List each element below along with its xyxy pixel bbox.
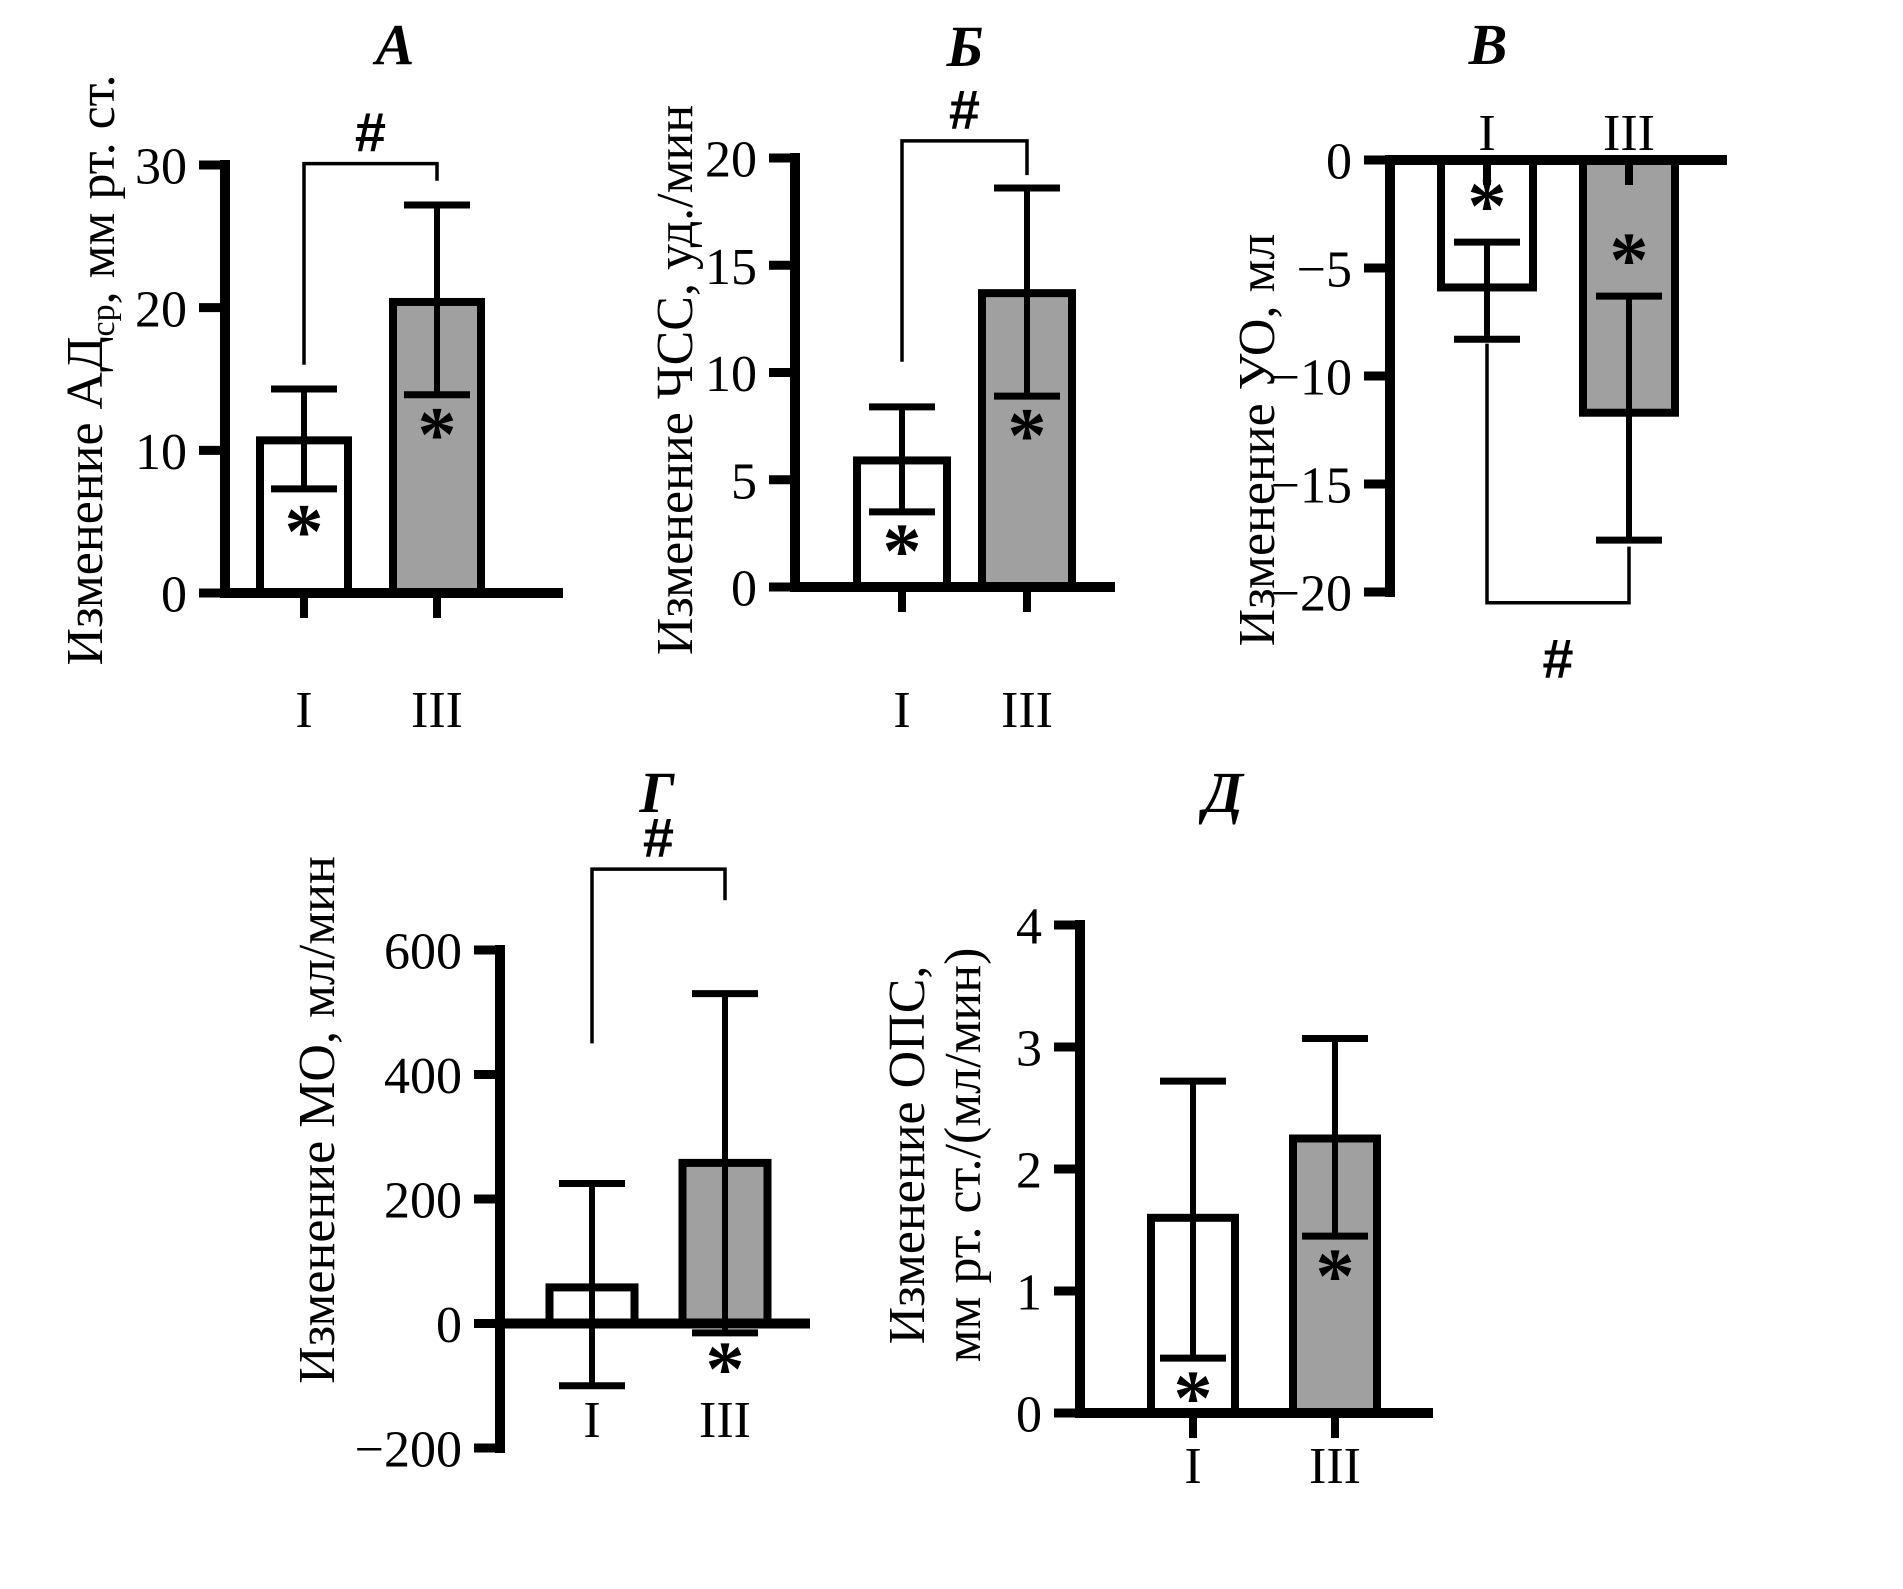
y-axis-tick-label: 10 — [705, 346, 757, 403]
category-label-III: III — [411, 682, 463, 739]
star-significance-marker: * — [418, 391, 457, 478]
y-axis-tick-label: 10 — [135, 424, 187, 481]
y-axis-tick-label: 4 — [1016, 899, 1042, 956]
hash-significance-marker: # — [949, 78, 980, 141]
y-axis-tick-label: 5 — [731, 453, 757, 510]
category-label-I: I — [583, 1392, 600, 1449]
y-axis-tick-label: 200 — [384, 1173, 462, 1230]
y-axis-tick-label: 20 — [135, 281, 187, 338]
category-label-I: I — [1184, 1438, 1201, 1495]
star-significance-marker: * — [1008, 391, 1047, 478]
y-axis-tick-label: 30 — [135, 139, 187, 196]
y-axis-tick-label: 3 — [1016, 1021, 1042, 1078]
y-axis-tick-label: −15 — [1271, 458, 1352, 515]
category-label-I: I — [893, 682, 910, 739]
panel-title: Б — [946, 14, 984, 79]
y-axis-label: Изменение МО, мл/мин — [289, 856, 346, 1384]
category-label-III: III — [1603, 105, 1655, 162]
star-significance-marker: * — [706, 1325, 745, 1412]
y-axis-tick-label: −20 — [1271, 566, 1352, 623]
category-label-III: III — [1001, 682, 1053, 739]
y-axis-tick-label: 600 — [384, 924, 462, 981]
comparison-bracket — [900, 139, 1029, 362]
y-axis-tick-label: 0 — [1016, 1387, 1042, 1444]
star-significance-marker: * — [1174, 1354, 1213, 1441]
star-significance-marker: * — [883, 507, 922, 594]
panel-title: Г — [638, 760, 675, 825]
y-axis-tick-label: 1 — [1016, 1265, 1042, 1322]
y-axis-label: Изменение АДср, мм рт. ст. — [57, 75, 126, 666]
panel-title: А — [373, 12, 415, 77]
category-label-I: I — [1478, 105, 1495, 162]
y-axis-tick-label: 20 — [705, 132, 757, 189]
category-label-I: I — [295, 682, 312, 739]
y-axis-tick-label: 0 — [161, 567, 187, 624]
y-axis-tick-label: −5 — [1297, 242, 1352, 299]
y-axis-tick-label: 15 — [705, 239, 757, 296]
hash-significance-marker: # — [1542, 627, 1573, 690]
y-axis-tick-label: 0 — [731, 561, 757, 618]
category-label-III: III — [699, 1392, 751, 1449]
y-axis-tick-label: 0 — [436, 1297, 462, 1354]
y-axis-tick-label: −10 — [1271, 350, 1352, 407]
y-axis-label: Изменение ЧСС, уд./мин — [647, 105, 704, 655]
y-axis-tick-label: 2 — [1016, 1143, 1042, 1200]
panel-title: Д — [1198, 760, 1245, 825]
y-axis-label: Изменение УО, мл — [1230, 234, 1286, 647]
comparison-bracket — [590, 867, 727, 1044]
comparison-bracket — [1485, 343, 1631, 605]
y-axis-tick-label: −200 — [355, 1422, 462, 1479]
comparison-bracket — [302, 161, 439, 365]
hash-significance-marker: # — [643, 806, 674, 869]
y-axis-tick-label: 400 — [384, 1048, 462, 1105]
y-axis-label: Изменение ОПС, — [880, 966, 936, 1345]
star-significance-marker: * — [1468, 162, 1507, 249]
panel-title: В — [1468, 12, 1508, 77]
star-significance-marker: * — [1610, 216, 1649, 303]
star-significance-marker: * — [285, 488, 324, 575]
category-label-III: III — [1309, 1438, 1361, 1495]
star-significance-marker: * — [1316, 1232, 1355, 1319]
y-axis-label: мм рт. ст./(мл/мин) — [935, 948, 992, 1363]
y-axis-tick-label: 0 — [1326, 134, 1352, 191]
hash-significance-marker: # — [355, 101, 386, 164]
